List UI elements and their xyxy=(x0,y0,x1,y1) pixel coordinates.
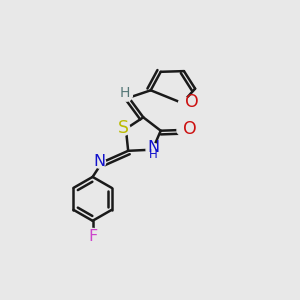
Circle shape xyxy=(146,143,159,156)
Circle shape xyxy=(177,124,189,136)
Text: F: F xyxy=(88,229,97,244)
Circle shape xyxy=(178,97,190,109)
Text: H: H xyxy=(149,148,158,161)
Text: O: O xyxy=(185,93,199,111)
Circle shape xyxy=(117,122,130,135)
Circle shape xyxy=(94,157,106,168)
Text: H: H xyxy=(119,85,130,100)
Circle shape xyxy=(87,228,98,240)
Circle shape xyxy=(121,90,132,101)
Text: O: O xyxy=(183,120,197,138)
Text: N: N xyxy=(147,140,159,155)
Text: N: N xyxy=(94,154,106,169)
Text: S: S xyxy=(118,119,129,137)
